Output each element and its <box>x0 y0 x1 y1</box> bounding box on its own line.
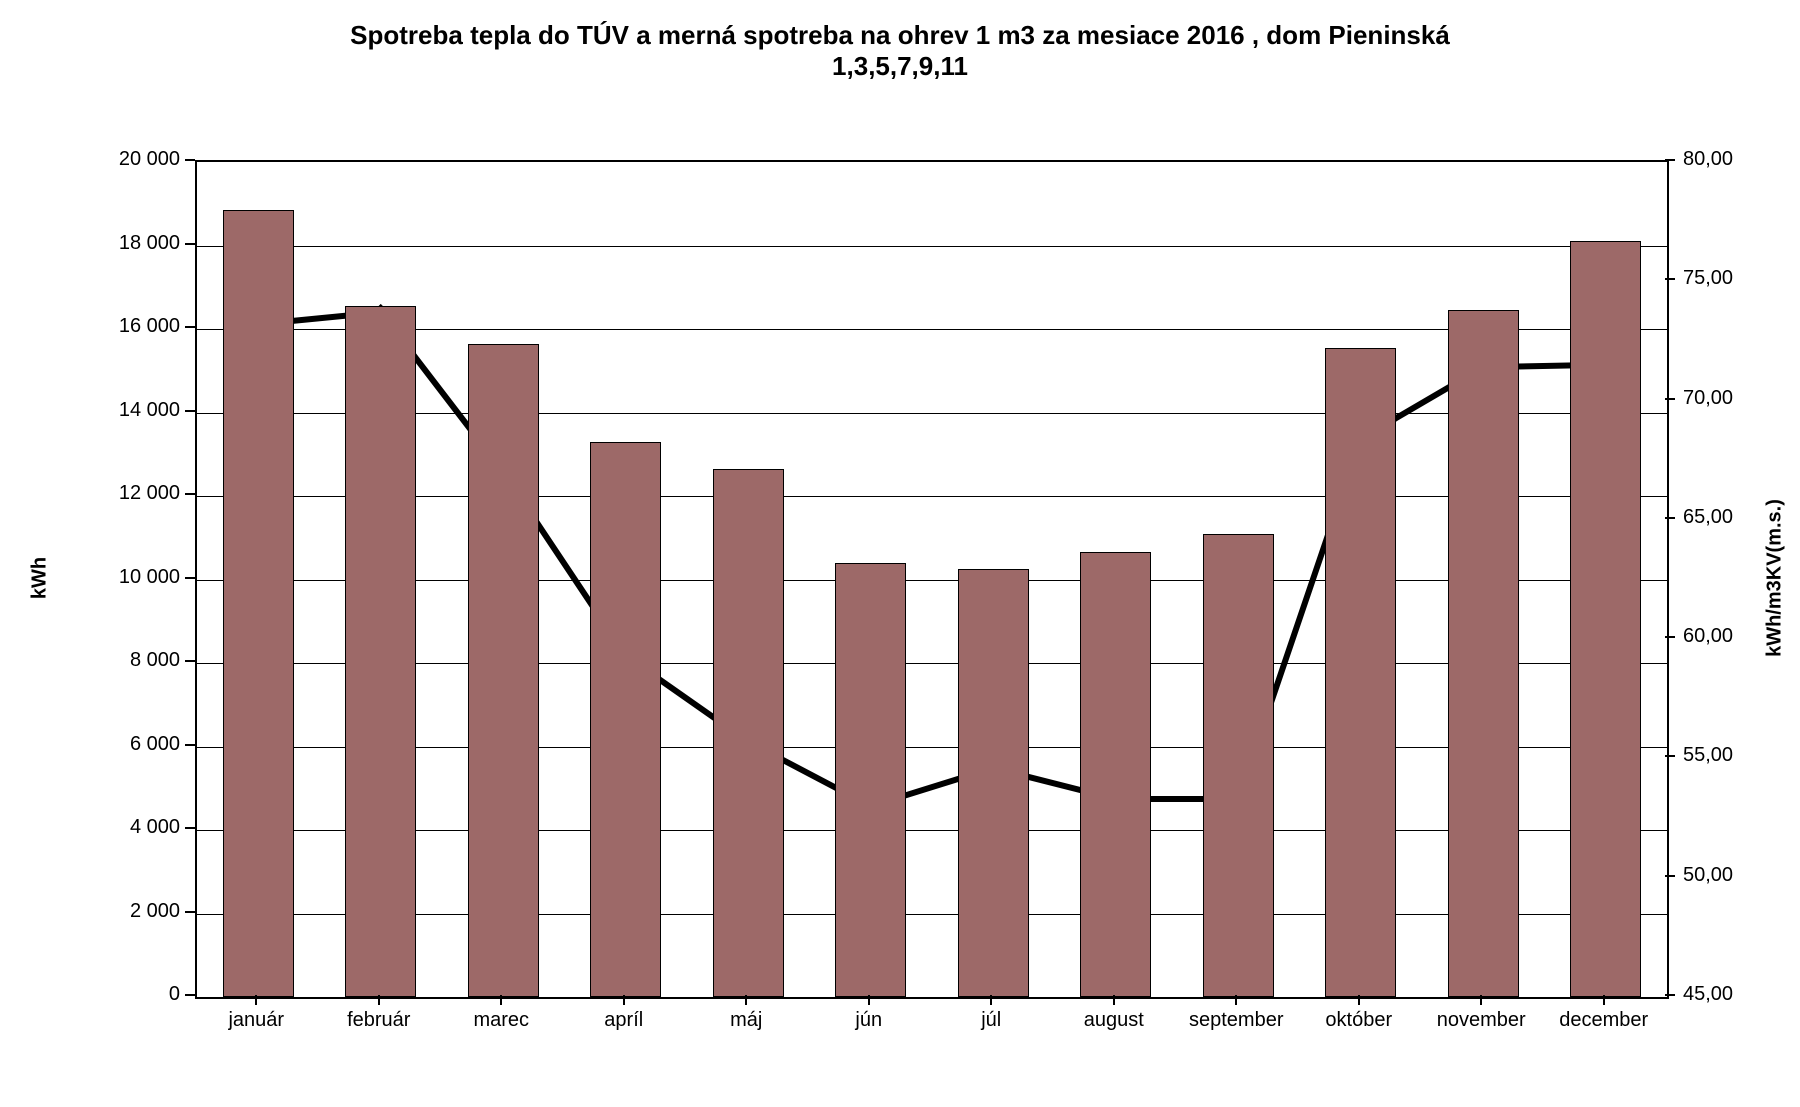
grid-line <box>197 830 1667 831</box>
x-tick-mark <box>1235 995 1237 1005</box>
x-tick-mark <box>1603 995 1605 1005</box>
chart-root: Spotreba tepla do TÚV a merná spotreba n… <box>0 0 1800 1107</box>
x-tick-label: november <box>1437 1009 1526 1032</box>
y-right-tick-mark <box>1665 398 1675 400</box>
y-right-tick-label: 55,00 <box>1683 744 1733 767</box>
y-left-tick-mark <box>185 911 195 913</box>
y-left-tick-label: 4 000 <box>85 816 180 839</box>
y-left-tick-label: 6 000 <box>85 733 180 756</box>
y-right-axis-title: kWh/m3KV(m.s.) <box>1764 499 1787 657</box>
y-left-tick-label: 14 000 <box>85 399 180 422</box>
bar <box>345 306 416 997</box>
y-right-tick-label: 80,00 <box>1683 148 1733 171</box>
grid-line <box>197 580 1667 581</box>
y-left-tick-mark <box>185 159 195 161</box>
y-right-tick-label: 65,00 <box>1683 506 1733 529</box>
y-left-axis-title: kWh <box>29 556 52 598</box>
y-left-tick-label: 16 000 <box>85 315 180 338</box>
x-tick-mark <box>1358 995 1360 1005</box>
bar <box>1448 310 1519 997</box>
y-right-tick-label: 60,00 <box>1683 625 1733 648</box>
bar <box>713 469 784 997</box>
x-tick-label: január <box>228 1009 284 1032</box>
y-left-tick-label: 12 000 <box>85 482 180 505</box>
y-left-tick-mark <box>185 660 195 662</box>
grid-line <box>197 747 1667 748</box>
x-tick-mark <box>990 995 992 1005</box>
y-left-tick-mark <box>185 744 195 746</box>
y-right-tick-mark <box>1665 517 1675 519</box>
plot-area <box>195 160 1669 999</box>
x-tick-label: júl <box>981 1009 1001 1032</box>
bar <box>958 569 1029 997</box>
grid-line <box>197 663 1667 664</box>
x-tick-mark <box>378 995 380 1005</box>
y-left-tick-label: 0 <box>85 983 180 1006</box>
y-right-tick-label: 50,00 <box>1683 864 1733 887</box>
y-left-tick-label: 8 000 <box>85 649 180 672</box>
grid-line <box>197 413 1667 414</box>
x-tick-label: marec <box>473 1009 529 1032</box>
x-tick-label: september <box>1189 1009 1284 1032</box>
y-left-tick-label: 18 000 <box>85 232 180 255</box>
y-left-tick-mark <box>185 493 195 495</box>
bar <box>1570 241 1641 997</box>
grid-line <box>197 329 1667 330</box>
y-left-tick-mark <box>185 326 195 328</box>
y-right-tick-label: 70,00 <box>1683 387 1733 410</box>
y-left-tick-mark <box>185 827 195 829</box>
x-tick-label: jún <box>855 1009 882 1032</box>
y-right-tick-mark <box>1665 636 1675 638</box>
grid-line <box>197 914 1667 915</box>
y-right-tick-mark <box>1665 994 1675 996</box>
line-series <box>258 312 1606 806</box>
y-left-tick-label: 2 000 <box>85 900 180 923</box>
y-right-tick-mark <box>1665 755 1675 757</box>
y-left-tick-mark <box>185 994 195 996</box>
bar <box>835 563 906 997</box>
x-tick-mark <box>500 995 502 1005</box>
x-tick-mark <box>623 995 625 1005</box>
x-tick-label: apríl <box>604 1009 643 1032</box>
y-left-tick-label: 10 000 <box>85 566 180 589</box>
y-left-tick-mark <box>185 243 195 245</box>
x-tick-mark <box>1113 995 1115 1005</box>
y-right-tick-mark <box>1665 159 1675 161</box>
y-right-tick-mark <box>1665 875 1675 877</box>
x-tick-mark <box>868 995 870 1005</box>
y-right-tick-label: 45,00 <box>1683 983 1733 1006</box>
x-tick-mark <box>255 995 257 1005</box>
bar <box>468 344 539 997</box>
grid-line <box>197 496 1667 497</box>
bar <box>590 442 661 997</box>
x-tick-mark <box>1480 995 1482 1005</box>
x-tick-label: október <box>1325 1009 1392 1032</box>
y-left-tick-mark <box>185 577 195 579</box>
y-right-tick-label: 75,00 <box>1683 267 1733 290</box>
y-right-tick-mark <box>1665 278 1675 280</box>
x-tick-label: máj <box>730 1009 762 1032</box>
chart-title: Spotreba tepla do TÚV a merná spotreba n… <box>0 20 1800 82</box>
bar <box>223 210 294 997</box>
x-tick-label: február <box>347 1009 410 1032</box>
grid-line <box>197 246 1667 247</box>
bar <box>1080 552 1151 997</box>
x-tick-label: august <box>1084 1009 1144 1032</box>
bar <box>1325 348 1396 997</box>
y-left-tick-mark <box>185 410 195 412</box>
x-tick-mark <box>745 995 747 1005</box>
x-tick-label: december <box>1559 1009 1648 1032</box>
bar <box>1203 534 1274 997</box>
y-left-tick-label: 20 000 <box>85 148 180 171</box>
